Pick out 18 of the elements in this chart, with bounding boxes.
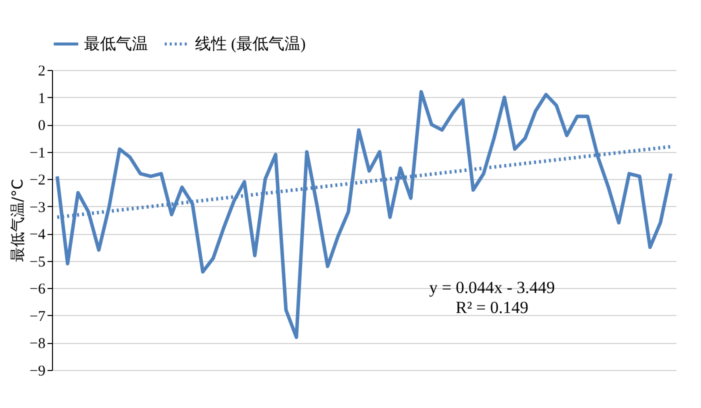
y-tick-label: 0 [38,118,46,134]
y-tick-label: −7 [30,308,46,325]
y-tick-label: −3 [30,200,46,216]
y-tick-label: −6 [30,282,46,298]
y-tick-label: 1 [38,90,46,107]
annotation: y = 0.044x - 3.449 [429,278,555,297]
y-tick-label: −4 [30,227,46,244]
y-axis-title: 最低气温/°C [8,178,27,262]
y-tick-label: −2 [30,172,46,189]
line-series [55,90,673,340]
y-tick-label: −9 [30,364,46,380]
y-tick-label: −5 [30,254,46,270]
legend-label: 最低气温 [84,36,148,53]
y-tick-label: 2 [38,64,46,80]
legend-label: 线性 (最低气温) [195,35,306,53]
y-tick-label: −8 [30,336,46,352]
y-tick-label: −1 [30,145,46,162]
annotation: R² = 0.149 [456,298,528,317]
